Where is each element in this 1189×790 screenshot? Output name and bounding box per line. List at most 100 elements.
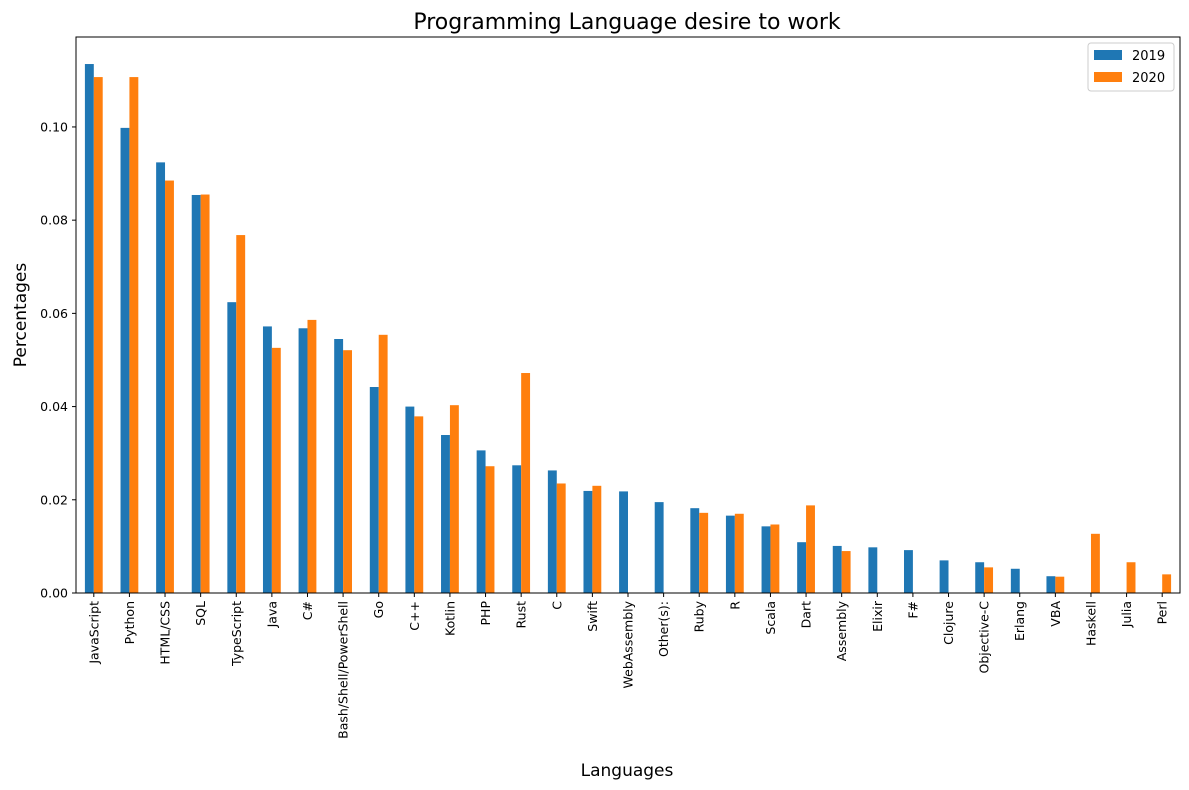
bar-2019-bash-shell-powershell [334,339,344,593]
bar-2019-sql [191,194,201,594]
y-tick-label: 0.02 [40,492,68,507]
bar-2019-vba [1046,576,1056,593]
x-tick-label-typescript: TypeScript [229,601,244,667]
x-tick-label-vba: VBA [1048,601,1063,627]
x-tick-label-python: Python [122,601,137,644]
legend-swatch-2020 [1094,72,1122,82]
x-tick-label-objective-c: Objective-C [977,601,992,674]
x-tick-label-haskell: Haskell [1083,601,1098,646]
bar-2020-r [734,513,744,593]
bar-2020-javascript [93,77,103,593]
x-tick-label-php: PHP [478,601,493,626]
bar-2019-php [476,450,486,593]
bar-2019-clojure [939,560,949,593]
legend: 2019 2020 [1087,42,1175,92]
y-tick-label: 0.08 [40,213,68,228]
bar-2019-r [725,515,735,593]
x-tick-label-swift: Swift [585,601,600,632]
y-tick-label: 0.04 [40,399,68,414]
bar-2019-rust [512,465,522,593]
bar-2019-go [369,387,379,593]
legend-label-2020: 2020 [1132,71,1165,86]
legend-label-2019: 2019 [1132,49,1165,64]
bar-2020-typescript [236,235,246,593]
bar-2020-dart [806,505,815,593]
bar-2019-objective-c [975,562,985,593]
bar-2019-html-css [156,162,166,593]
y-tick-label: 0.06 [40,306,68,321]
x-tick-label-r: R [727,601,742,610]
bar-2020-assembly [841,551,851,593]
x-tick-label-java: Java [264,601,279,628]
bar-2019-typescript [227,302,237,593]
bar-2020-rust [521,373,531,593]
bar-2019-assembly [832,545,842,593]
bar-2019-ruby [690,508,700,593]
y-tick-label: 0.10 [40,119,68,134]
y-axis: 0.00 0.02 0.04 0.06 0.08 0.10 [40,119,76,601]
x-tick-label-other-s: Other(s): [656,601,671,657]
bar-2020-html-css [165,180,174,594]
bar-2019-java [262,326,272,593]
x-axis-label: Languages [581,761,674,781]
x-tick-label-c: C++ [407,601,422,631]
x-tick-label-webassembly: WebAssembly [621,600,636,688]
bar-2019-webassembly [619,491,628,593]
bar-2019-javascript [84,64,94,593]
x-tick-label-javascript: JavaScript [86,601,101,665]
plot-frame [75,36,1181,594]
bar-2020-c [414,416,424,593]
bar-2020-haskell [1090,533,1100,593]
x-axis: JavaScript Python HTML/CSS SQL TypeScript Jav… [86,593,1170,739]
x-tick-label-rust: Rust [514,601,529,629]
bar-2020-perl [1162,574,1172,593]
x-tick-label-f: F# [905,601,920,619]
bar-2019-c [298,328,308,593]
x-tick-label-dart: Dart [799,601,814,628]
x-tick-label-go: Go [371,601,386,618]
bar-2019-scala [761,526,771,593]
x-tick-label-kotlin: Kotlin [442,601,457,636]
x-tick-label-ruby: Ruby [692,600,707,632]
y-axis-label: Percentages [11,263,31,368]
x-tick-label-assembly: Assembly [834,600,849,661]
bar-2019-c [405,406,415,593]
bar-2019-kotlin [441,435,450,593]
x-tick-label-clojure: Clojure [941,601,956,645]
bar-2020-sql [200,194,210,593]
bar-2020-go [378,334,388,593]
bar-2019-swift [583,490,593,593]
x-tick-label-julia: Julia [1119,601,1134,628]
x-tick-label-html-css: HTML/CSS [158,601,173,665]
legend-swatch-2019 [1094,50,1122,60]
bar-2020-c [307,319,317,593]
bar-2020-scala [770,524,780,593]
bar-2020-php [485,466,495,593]
x-tick-label-sql: SQL [193,601,208,626]
x-tick-label-c: C [549,601,564,610]
bar-2020-ruby [699,512,709,593]
bar-2020-java [271,347,281,593]
bar-2020-kotlin [449,405,459,593]
y-tick-label: 0.00 [40,586,68,601]
x-tick-label-c: C# [300,601,315,620]
bar-2020-objective-c [984,567,994,593]
bar-2020-swift [592,485,602,593]
bar-2019-elixir [868,547,878,593]
bar-2019-dart [797,542,807,593]
x-tick-label-elixir: Elixir [870,600,885,632]
bar-group [84,64,1172,594]
bar-2019-erlang [1010,568,1020,593]
bar-2019-f [904,550,913,593]
bar-2020-bash-shell-powershell [343,350,352,593]
chart-title: Programming Language desire to work [413,10,841,35]
bar-2020-python [129,77,139,593]
bar-2020-c [556,483,566,593]
bar-2019-python [120,127,130,593]
x-tick-label-erlang: Erlang [1012,601,1027,641]
bar-2020-julia [1126,562,1136,593]
bar-2020-vba [1055,576,1065,593]
x-tick-label-scala: Scala [763,601,778,635]
x-tick-label-perl: Perl [1155,601,1170,624]
